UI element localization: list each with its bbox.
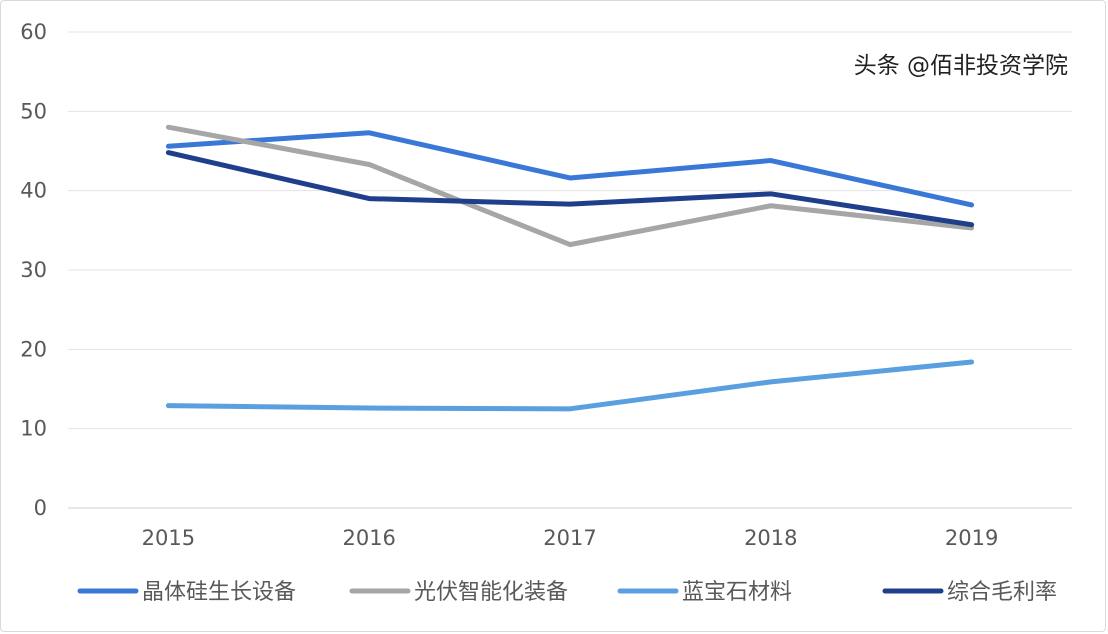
y-tick-label: 20 — [20, 337, 47, 361]
y-tick-label: 60 — [20, 20, 47, 44]
series-line — [165, 124, 975, 248]
y-tick-label: 30 — [20, 258, 47, 282]
y-tick-label: 0 — [34, 496, 47, 520]
series-line — [165, 359, 975, 412]
series-line — [165, 130, 975, 208]
legend-label: 晶体硅生长设备 — [142, 580, 296, 605]
y-tick-label: 10 — [20, 417, 47, 441]
x-tick-label: 2017 — [543, 526, 596, 550]
x-tick-label: 2015 — [142, 526, 195, 550]
legend-label: 综合毛利率 — [947, 580, 1057, 605]
legend-label: 光伏智能化装备 — [414, 580, 568, 605]
legend-label: 蓝宝石材料 — [682, 580, 792, 605]
x-tick-label: 2019 — [945, 526, 998, 550]
x-tick-label: 2018 — [744, 526, 797, 550]
y-tick-label: 40 — [20, 179, 47, 203]
y-tick-label: 50 — [20, 99, 47, 123]
x-tick-label: 2016 — [342, 526, 395, 550]
watermark: 头条 @佰非投资学院 — [853, 53, 1068, 79]
